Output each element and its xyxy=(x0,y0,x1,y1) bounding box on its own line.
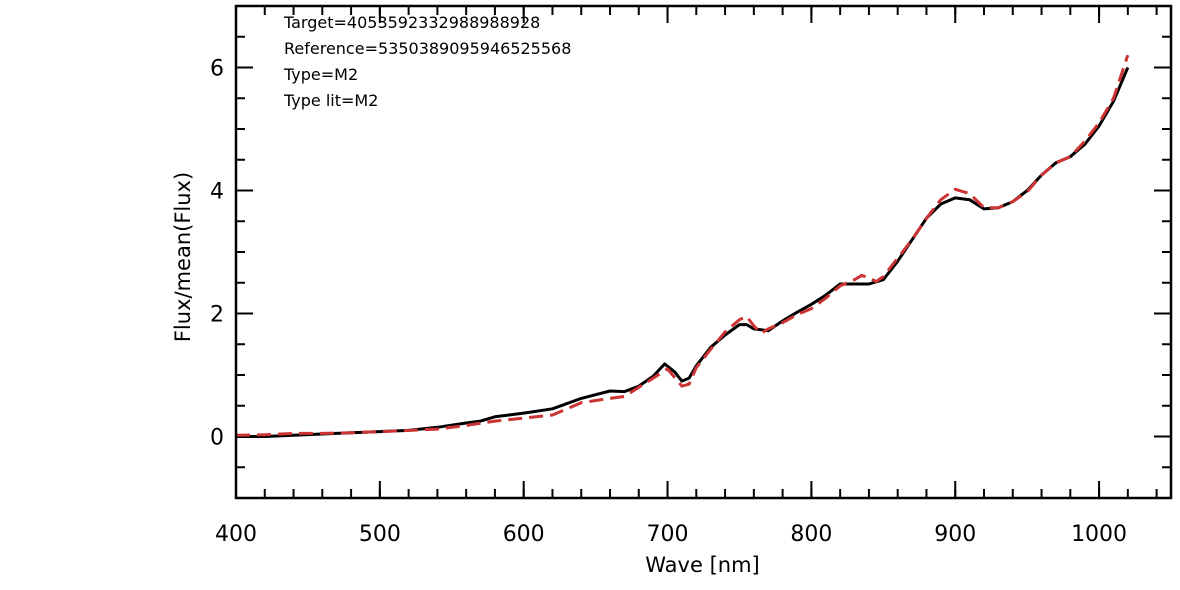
x-tick-label: 900 xyxy=(934,522,976,547)
y-tick-label: 4 xyxy=(210,180,224,205)
annotation-group: Target=4053592332988988928 Reference=535… xyxy=(283,13,571,110)
series-line-target xyxy=(236,66,1130,438)
annotation-target: Target=4053592332988988928 xyxy=(283,13,540,32)
x-tick-label: 1000 xyxy=(1071,522,1127,547)
series-layer xyxy=(235,54,1130,438)
annotation-reference: Reference=5350389095946525568 xyxy=(284,39,571,58)
x-tick-label: 500 xyxy=(359,522,401,547)
y-tick-label: 6 xyxy=(210,57,224,82)
y-axis-title: Flux/mean(Flux) xyxy=(171,172,195,342)
minor-ticks xyxy=(235,5,1171,499)
x-tick-label: 700 xyxy=(647,522,689,547)
x-tick-label: 400 xyxy=(215,522,257,547)
x-axis-title: Wave [nm] xyxy=(645,553,759,577)
plot-frame xyxy=(234,4,1173,500)
annotation-type: Type=M2 xyxy=(283,65,358,84)
y-tick-label: 0 xyxy=(210,426,224,451)
major-ticks xyxy=(235,6,1171,498)
series-line-reference xyxy=(235,54,1130,437)
x-tick-label: 600 xyxy=(503,522,545,547)
tick-labels: 400 500 600 700 800 900 1000 0 2 4 6 xyxy=(210,57,1127,548)
y-tick-label: 2 xyxy=(210,303,224,328)
annotation-type-lit: Type lit=M2 xyxy=(283,91,378,110)
x-tick-label: 800 xyxy=(790,522,832,547)
